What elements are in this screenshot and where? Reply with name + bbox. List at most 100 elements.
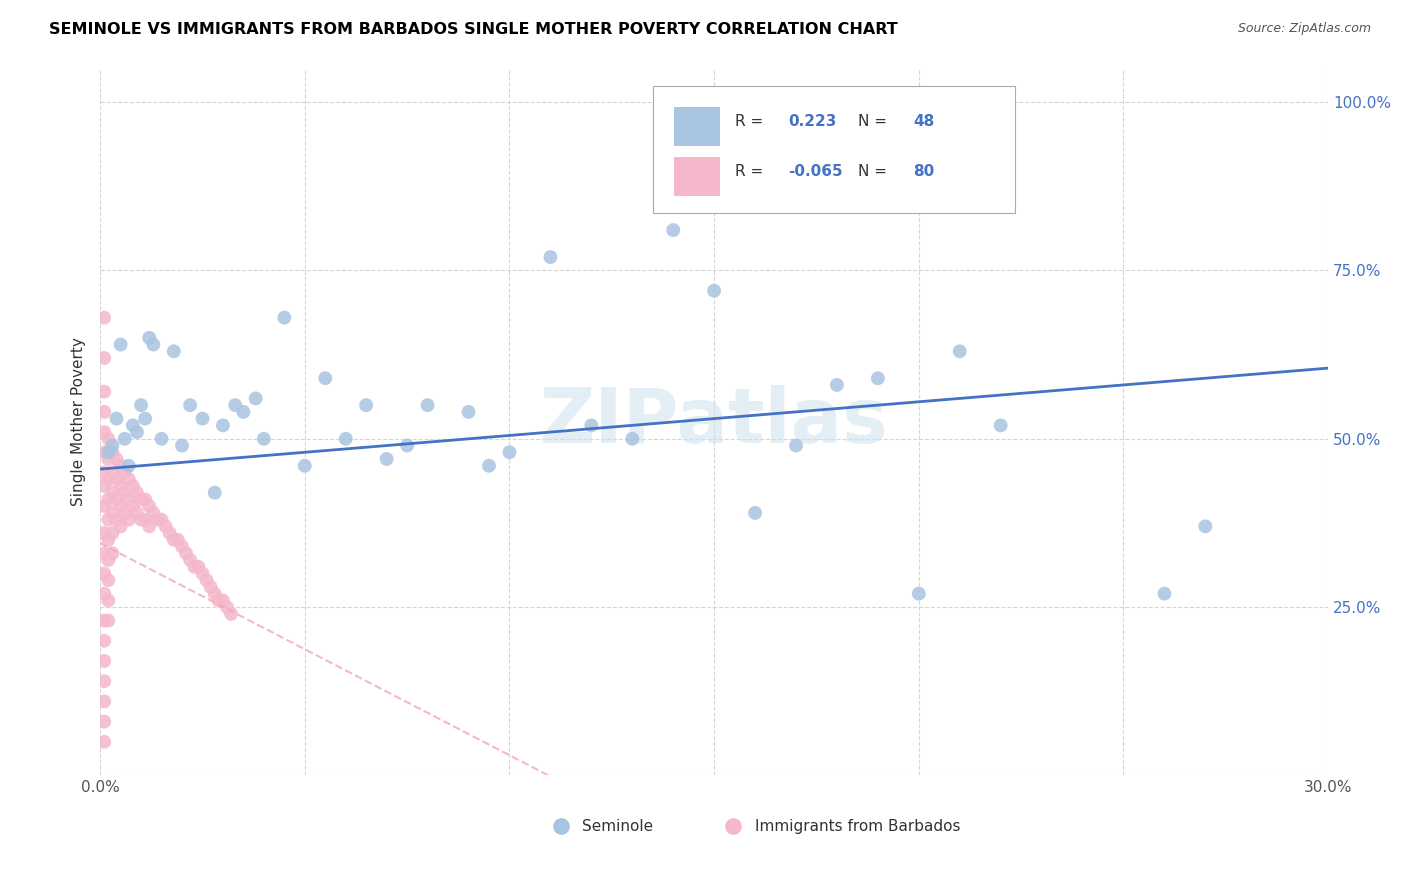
Text: N =: N = xyxy=(858,114,891,129)
Point xyxy=(138,499,160,513)
Point xyxy=(949,344,972,359)
Point xyxy=(142,337,165,351)
Point xyxy=(187,559,209,574)
Point xyxy=(101,438,124,452)
Point xyxy=(93,351,115,365)
Point xyxy=(621,432,644,446)
Point xyxy=(498,445,520,459)
Point xyxy=(245,392,267,406)
Point xyxy=(97,432,120,446)
Point xyxy=(122,479,145,493)
Point xyxy=(97,533,120,547)
Point xyxy=(150,513,173,527)
Point xyxy=(183,559,205,574)
Point xyxy=(93,654,115,668)
Point xyxy=(170,540,193,554)
Point xyxy=(101,546,124,560)
Point xyxy=(138,519,160,533)
Point xyxy=(744,506,766,520)
Point xyxy=(129,492,152,507)
Point xyxy=(105,411,128,425)
Point xyxy=(125,425,148,439)
Point xyxy=(101,466,124,480)
FancyBboxPatch shape xyxy=(673,107,720,146)
Point xyxy=(204,485,226,500)
Point xyxy=(93,445,115,459)
Point xyxy=(105,452,128,467)
Point xyxy=(990,418,1012,433)
Point xyxy=(457,405,479,419)
Point xyxy=(155,519,177,533)
Point xyxy=(114,485,136,500)
Point xyxy=(170,438,193,452)
Point xyxy=(110,479,132,493)
Point xyxy=(97,553,120,567)
Point xyxy=(122,418,145,433)
Point xyxy=(208,593,231,607)
Text: -0.065: -0.065 xyxy=(787,163,842,178)
Point xyxy=(93,479,115,493)
Point xyxy=(253,432,276,446)
Point xyxy=(101,445,124,459)
Point xyxy=(122,499,145,513)
Point xyxy=(93,499,115,513)
Point xyxy=(375,452,398,467)
Point xyxy=(581,418,603,433)
Text: 80: 80 xyxy=(912,163,935,178)
Point xyxy=(93,466,115,480)
Text: R =: R = xyxy=(735,163,768,178)
Point xyxy=(93,633,115,648)
Point xyxy=(212,418,235,433)
Point xyxy=(114,506,136,520)
Text: SEMINOLE VS IMMIGRANTS FROM BARBADOS SINGLE MOTHER POVERTY CORRELATION CHART: SEMINOLE VS IMMIGRANTS FROM BARBADOS SIN… xyxy=(49,22,898,37)
Point xyxy=(179,553,201,567)
Point xyxy=(163,533,186,547)
Point xyxy=(93,566,115,581)
Point xyxy=(335,432,357,446)
Point xyxy=(396,438,419,452)
Point xyxy=(150,432,173,446)
Point xyxy=(232,405,254,419)
Point xyxy=(224,398,246,412)
Point xyxy=(93,735,115,749)
Point xyxy=(129,398,152,412)
Point xyxy=(101,485,124,500)
Point xyxy=(866,371,889,385)
Point xyxy=(825,378,848,392)
Point xyxy=(101,526,124,541)
Point xyxy=(97,452,120,467)
Point xyxy=(97,472,120,486)
Text: Immigrants from Barbados: Immigrants from Barbados xyxy=(755,819,960,834)
Text: 0.223: 0.223 xyxy=(787,114,837,129)
Point xyxy=(167,533,190,547)
Point xyxy=(204,587,226,601)
Point xyxy=(907,587,929,601)
Point xyxy=(662,223,685,237)
Point xyxy=(215,600,238,615)
Point xyxy=(101,506,124,520)
Point xyxy=(97,593,120,607)
Point xyxy=(93,694,115,708)
Point xyxy=(110,499,132,513)
Point xyxy=(1153,587,1175,601)
Point xyxy=(478,458,501,473)
Point xyxy=(314,371,336,385)
Point xyxy=(212,593,235,607)
Text: ZIPatlas: ZIPatlas xyxy=(540,385,889,459)
Point xyxy=(146,513,169,527)
Point xyxy=(125,506,148,520)
Point xyxy=(110,458,132,473)
Point xyxy=(97,492,120,507)
Point xyxy=(93,425,115,439)
Point xyxy=(93,714,115,729)
Point xyxy=(97,445,120,459)
Point xyxy=(191,411,214,425)
Text: R =: R = xyxy=(735,114,768,129)
Text: Source: ZipAtlas.com: Source: ZipAtlas.com xyxy=(1237,22,1371,36)
Point xyxy=(174,546,197,560)
Point xyxy=(105,513,128,527)
Point xyxy=(114,432,136,446)
Point xyxy=(97,614,120,628)
Point xyxy=(200,580,222,594)
Point xyxy=(219,607,242,621)
